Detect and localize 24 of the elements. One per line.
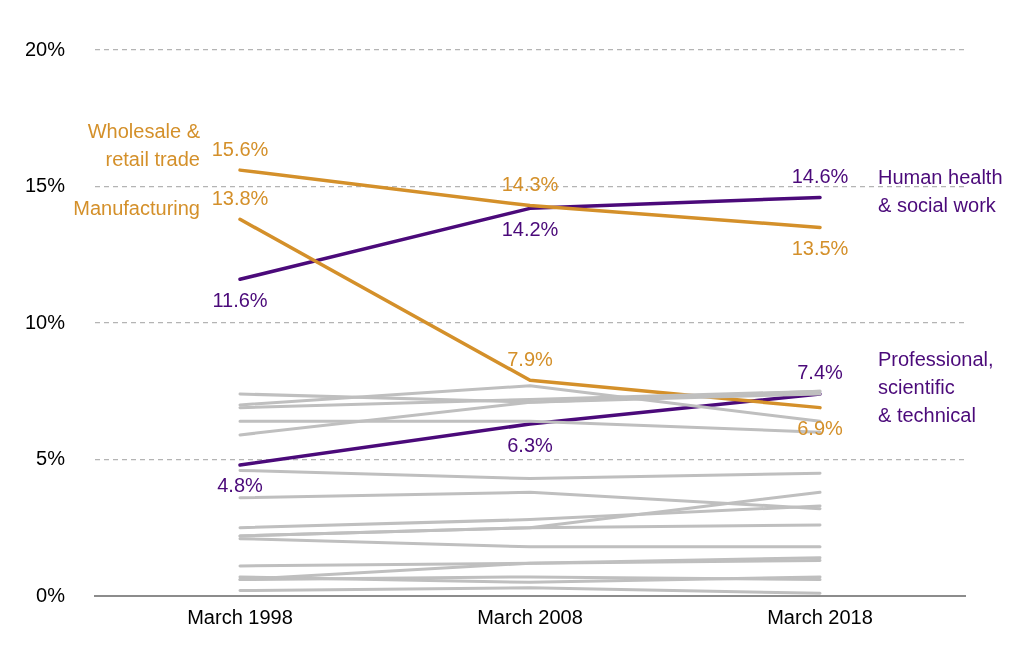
- y-tick-label: 5%: [36, 447, 66, 470]
- data-label: 13.5%: [791, 236, 849, 259]
- data-label: 6.3%: [507, 433, 554, 456]
- text: Human health & social work: [878, 165, 1003, 216]
- data-label: 6.9%: [797, 417, 844, 440]
- y-tick-label: 10%: [24, 310, 66, 333]
- y-tick-label: 20%: [24, 37, 66, 60]
- y-tick-label: 0%: [36, 583, 66, 606]
- x-tick-label: March 2008: [477, 605, 583, 628]
- x-tick-label: March 1998: [187, 605, 293, 628]
- y-tick-label: 15%: [24, 174, 66, 197]
- data-label: 4.8%: [217, 474, 264, 497]
- data-label: 14.6%: [791, 164, 849, 187]
- data-label: 14.2%: [501, 217, 559, 240]
- text: Professional, scientific & technical: [878, 348, 994, 427]
- data-label: 7.4%: [797, 361, 844, 384]
- x-tick-label: March 2018: [767, 605, 873, 628]
- data-label: 15.6%: [211, 137, 269, 160]
- text: Wholesale & retail trade: [87, 119, 201, 170]
- data-label: 14.3%: [501, 173, 559, 196]
- data-label: 13.8%: [211, 186, 269, 209]
- data-label: 11.6%: [212, 288, 268, 311]
- data-label: 7.9%: [507, 347, 554, 370]
- text: Manufacturing: [73, 196, 200, 219]
